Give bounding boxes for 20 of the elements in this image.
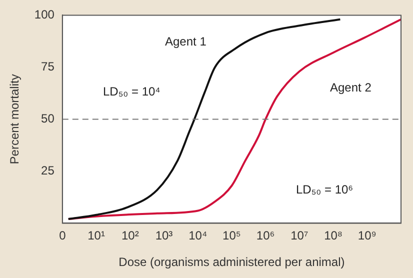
x-tick-label: 10⁴	[188, 228, 208, 243]
x-tick-label: 10¹	[88, 228, 105, 243]
x-tick-label: 10⁶	[256, 228, 275, 243]
x-axis-title: Dose (organisms administered per animal)	[118, 255, 345, 270]
y-tick-label: 75	[41, 60, 55, 74]
annotation: LD₅₀ = 10⁴	[103, 84, 160, 98]
series-label: Agent 1	[165, 34, 207, 48]
y-tick-label: 100	[34, 8, 55, 22]
y-axis-title: Percent mortality	[8, 74, 22, 164]
annotation: LD₅₀ = 10⁶	[296, 182, 354, 196]
x-tick-label: 10³	[155, 228, 173, 243]
x-tick-label: 10²	[121, 228, 139, 243]
x-tick-label: 10⁹	[358, 228, 376, 243]
x-tick-label: 10⁷	[290, 228, 308, 243]
series-label: Agent 2	[330, 80, 372, 94]
y-tick-label: 50	[41, 112, 55, 126]
x-tick-label: 10⁵	[222, 228, 241, 243]
y-tick-label: 25	[41, 164, 55, 178]
x-tick-label: 10⁸	[324, 228, 342, 243]
x-tick-label: 0	[59, 228, 66, 243]
